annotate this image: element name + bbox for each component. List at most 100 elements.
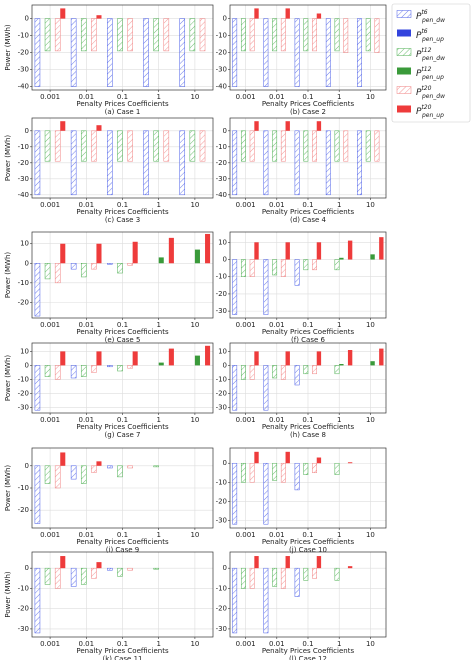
bar [44,465,51,484]
bar [194,355,200,366]
bar [54,365,61,380]
x-tick-label: 0.1 [117,321,128,329]
bar [280,130,286,162]
y-tick-label: -10 [18,279,29,287]
bar [316,242,322,260]
x-tick-label: 0.1 [302,531,313,539]
x-tick-label: 10 [190,321,199,329]
bar [312,18,317,52]
y-tick-label: -20 [18,506,29,514]
caption: (d) Case 4 [290,216,326,224]
bar [232,130,238,196]
caption: (c) Case 3 [105,216,140,224]
y-tick-label: -10 [18,584,29,592]
y-tick-label: 0 [223,15,227,23]
legend-name: P [416,31,422,41]
x-tick-label: 10 [190,93,199,101]
legend-label: Pt12 pen_up [416,66,444,81]
bar [168,348,174,366]
bar [232,462,238,525]
bar [316,556,322,569]
y-tick-label: -20 [18,605,29,613]
bar [70,18,77,87]
legend-sup: t6 [421,9,427,16]
x-axis-label: Penalty Prices Coefficients [76,328,169,336]
bar [127,18,133,52]
legend-name: P [416,12,422,22]
axes-frame [31,231,214,319]
bar [334,567,340,581]
bar [347,350,353,366]
bar [249,462,255,483]
legend-box [391,3,471,123]
bar [294,365,300,386]
bar [343,130,349,162]
bar [272,567,278,587]
bar [303,567,309,581]
bar [194,249,200,264]
bar [347,462,353,464]
legend-sup: t6 [421,28,427,35]
x-axis-label: Penalty Prices Coefficients [76,538,169,546]
y-axis-label: Power (MWh) [4,571,12,618]
y-tick-label: 10 [218,347,227,355]
bar [285,451,290,464]
bar [96,15,102,19]
bar [34,18,41,87]
bar [91,18,97,52]
bar [272,130,278,162]
caption: (h) Case 8 [290,431,326,439]
x-tick-label: 0.01 [269,640,285,648]
x-tick-label: 0.001 [236,321,256,329]
bar [80,365,87,377]
y-tick-label: 0 [223,361,227,369]
axes-frame [31,117,214,199]
bar [254,242,259,260]
bar [60,452,66,466]
bar [240,365,246,380]
bar [80,130,87,162]
y-tick-label: 0 [223,256,227,264]
y-tick-label: -30 [18,625,29,633]
legend-sub: pen_dw [421,93,445,100]
y-tick-label: -20 [18,49,29,57]
x-tick-label: 0.1 [117,201,128,209]
bar [263,567,269,634]
legend-sub: pen_up [421,74,444,81]
axes-frame [229,447,387,529]
bar [254,121,259,131]
bar [263,259,269,315]
caption: (g) Case 7 [105,431,141,439]
y-axis-label: Power (MWh) [4,465,12,512]
bar [127,130,133,162]
bar [294,567,300,597]
y-tick-label: -30 [216,175,227,183]
bar [70,465,77,480]
y-tick-label: 0 [25,361,29,369]
axes-frame [31,551,214,638]
bar [107,567,113,571]
y-tick-label: -40 [216,191,227,199]
bar [334,462,340,475]
y-tick-label: -40 [216,83,227,91]
bar [60,121,66,131]
bar [127,365,133,369]
bar [60,351,66,366]
bar [107,18,113,87]
bar [312,462,317,474]
axes-frame [229,551,387,638]
x-tick-label: 0.001 [40,93,60,101]
x-tick-label: 0.001 [40,531,60,539]
x-tick-label: 0.001 [40,640,60,648]
bar [379,348,384,366]
legend-label: Pt20 pen_dw [416,85,445,100]
bar [254,451,259,464]
bar [312,365,317,375]
bar [117,465,123,478]
x-axis-label: Penalty Prices Coefficients [76,647,169,655]
bar [189,130,196,162]
legend-swatch [396,10,412,18]
x-tick-label: 0.1 [117,640,128,648]
y-tick-label: -10 [18,32,29,40]
y-tick-label: -40 [18,83,29,91]
